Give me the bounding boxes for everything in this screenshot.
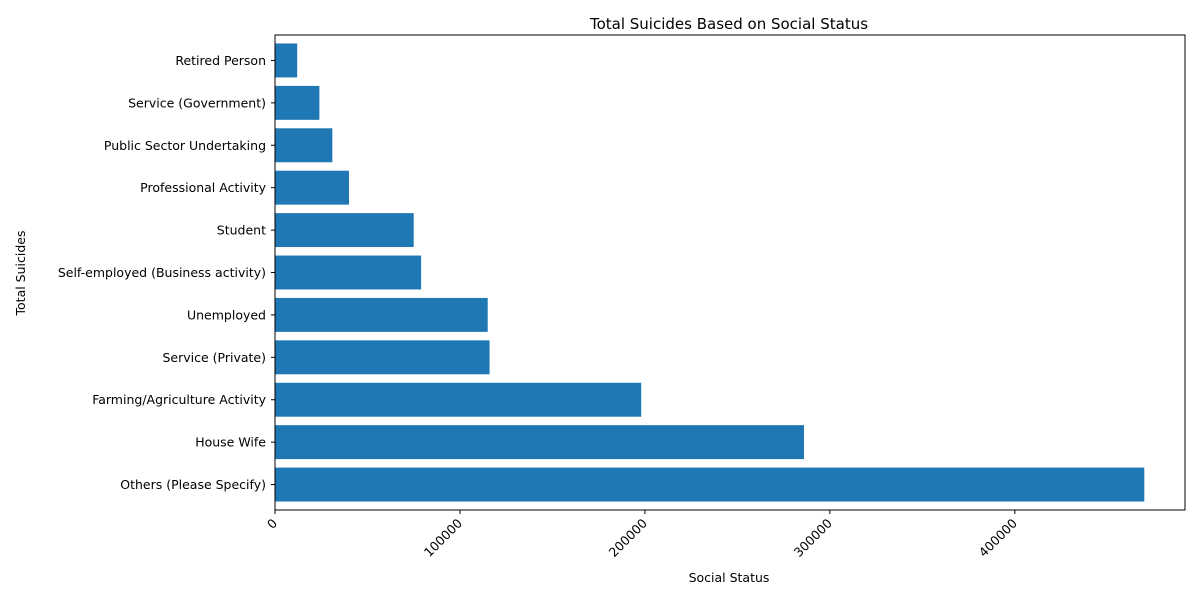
y-tick-label: Unemployed xyxy=(187,307,266,322)
bar xyxy=(275,382,642,417)
bar xyxy=(275,85,320,120)
bar xyxy=(275,170,349,205)
x-tick-label: 100000 xyxy=(421,515,465,559)
y-tick-label: Self-employed (Business activity) xyxy=(58,265,266,280)
y-tick-label: House Wife xyxy=(195,435,266,450)
y-tick-label: Professional Activity xyxy=(140,180,266,195)
y-tick-label: Service (Government) xyxy=(128,95,266,110)
x-ticks-group: 0 100000 200000 300000 400000 xyxy=(264,510,1020,560)
bar xyxy=(275,128,333,163)
chart-title: Total Suicides Based on Social Status xyxy=(589,15,868,33)
x-tick-label: 300000 xyxy=(791,515,835,559)
bar xyxy=(275,340,490,375)
bar xyxy=(275,213,414,248)
y-axis-label: Total Suicides xyxy=(13,231,28,317)
x-axis-label: Social Status xyxy=(689,570,770,585)
x-tick-label: 400000 xyxy=(976,515,1020,559)
x-tick-label: 200000 xyxy=(606,515,650,559)
bar xyxy=(275,255,422,290)
x-tick-label: 0 xyxy=(264,515,280,531)
plot-frame xyxy=(274,34,1186,511)
bars-group xyxy=(275,43,1145,502)
y-tick-label: Farming/Agriculture Activity xyxy=(92,392,266,407)
y-tick-label: Public Sector Undertaking xyxy=(104,138,266,153)
y-tick-label: Student xyxy=(217,223,266,238)
y-tick-label: Retired Person xyxy=(175,53,266,68)
y-tick-label: Others (Please Specify) xyxy=(120,477,266,492)
y-ticks-group: Others (Please Specify) House Wife Farming… xyxy=(58,53,275,492)
bar xyxy=(275,425,804,460)
bar xyxy=(275,467,1145,502)
bar xyxy=(275,43,298,78)
bar xyxy=(275,297,488,332)
y-tick-label: Service (Private) xyxy=(162,350,266,365)
